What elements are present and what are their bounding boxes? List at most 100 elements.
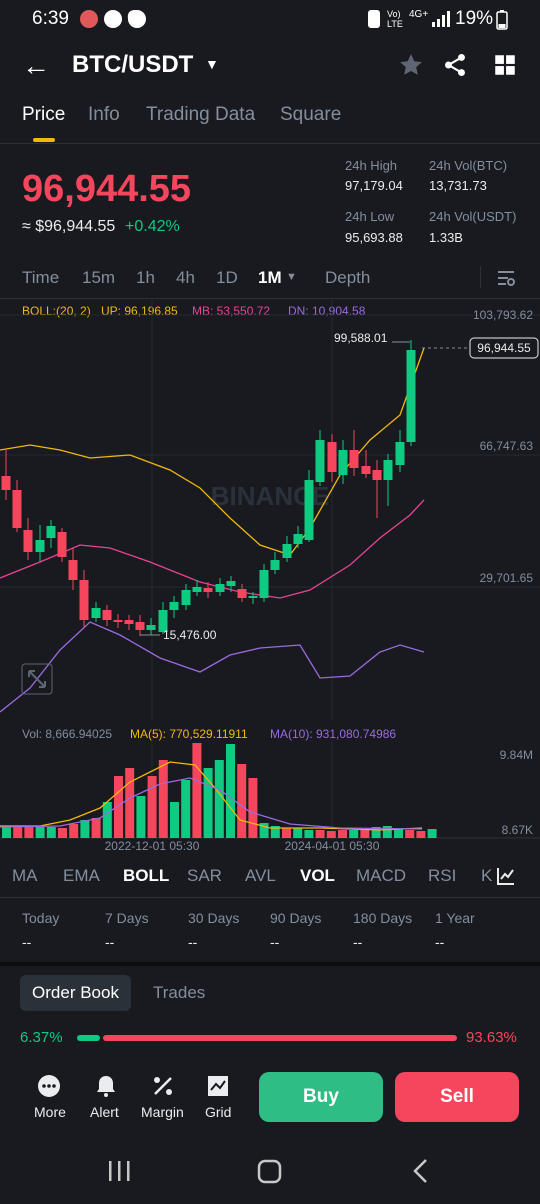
candle-body	[46, 526, 56, 538]
more-label: More	[34, 1104, 66, 1120]
grid-label: Grid	[205, 1104, 232, 1120]
indicator-rsi[interactable]: RSI	[428, 866, 457, 885]
volume-bar	[237, 764, 247, 838]
volume-chart[interactable]: 9.84M 8.67K 2022-12-01 05:30 2024-04-01 …	[0, 740, 540, 858]
candle-body	[282, 544, 292, 558]
price-change-percent: +0.42%	[125, 218, 180, 235]
indicator-vol[interactable]: VOL	[300, 866, 335, 885]
interval-1d[interactable]: 1D	[216, 268, 238, 287]
interval-time[interactable]: Time	[22, 268, 60, 287]
interval-4h[interactable]: 4h	[176, 268, 195, 287]
app-notification-icon	[104, 10, 122, 28]
grid-button[interactable]: Grid	[200, 1072, 240, 1128]
volume-bar	[46, 827, 56, 838]
tab-trading-data[interactable]: Trading Data	[146, 104, 256, 125]
perf-label: 30 Days	[188, 910, 240, 926]
candle-body	[327, 442, 337, 472]
grid-menu-icon[interactable]	[492, 52, 518, 78]
candles	[1, 340, 416, 636]
interval-depth[interactable]: Depth	[325, 268, 371, 287]
interval-15m[interactable]: 15m	[82, 268, 116, 287]
volume-bar	[102, 802, 112, 838]
vol-ma5: MA(5): 770,529.11911	[130, 727, 248, 741]
volume-bar	[91, 818, 101, 838]
chart-settings-icon[interactable]	[496, 269, 516, 287]
current-price-box	[469, 337, 539, 359]
indicator-ema[interactable]: EMA	[63, 866, 100, 885]
pair-dropdown-icon[interactable]: ▼	[205, 56, 219, 72]
volume-bar	[427, 829, 437, 838]
indicator-k[interactable]: K	[481, 866, 493, 885]
tab-trades[interactable]: Trades	[153, 983, 206, 1002]
bid-percent: 6.37%	[20, 1029, 63, 1046]
recent-apps-icon[interactable]	[106, 1158, 132, 1184]
divider	[0, 143, 540, 144]
volume-bar	[360, 829, 370, 838]
back-arrow-icon[interactable]: ←	[22, 50, 50, 81]
volume-bar	[192, 743, 202, 838]
margin-icon	[154, 1077, 172, 1095]
tab-square[interactable]: Square	[280, 104, 342, 125]
volume-bar	[2, 827, 11, 838]
price-axis-label: 66,747.63	[480, 439, 534, 453]
volume-bar	[13, 826, 23, 838]
candle-body	[215, 584, 225, 592]
battery-percent: 19%	[455, 8, 494, 29]
buy-button[interactable]: Buy	[259, 1072, 383, 1122]
volume-bar	[394, 829, 403, 838]
candle-body	[293, 534, 303, 544]
interval-1h[interactable]: 1h	[136, 268, 155, 287]
margin-button[interactable]: Margin	[140, 1072, 190, 1128]
interval-dropdown-icon[interactable]: ▼	[286, 271, 297, 283]
volume-bars	[2, 743, 437, 838]
candle-body	[237, 589, 247, 598]
volume-bar	[181, 780, 191, 838]
battery-icon	[496, 10, 508, 30]
volume-bar	[158, 760, 168, 838]
indicator-settings-icon[interactable]	[496, 866, 516, 886]
candle-body	[304, 480, 314, 540]
vol-value: Vol: 8,666.94025	[22, 727, 113, 741]
indicator-sar[interactable]: SAR	[187, 866, 222, 885]
indicator-bar: MA EMA BOLL SAR AVL VOL MACD RSI K	[0, 866, 540, 892]
volte-icon: Vo) LTE	[387, 9, 403, 29]
vol-ma10: MA(10): 931,080.74986	[270, 727, 397, 741]
pair-title[interactable]: BTC/USDT	[72, 51, 194, 78]
vol-btc-label: 24h Vol(BTC)	[429, 158, 508, 173]
back-nav-icon[interactable]	[408, 1158, 434, 1184]
indicator-avl[interactable]: AVL	[245, 866, 276, 885]
current-price-label: 96,944.55	[477, 341, 531, 355]
candle-body	[124, 620, 134, 624]
high-label: 24h High	[345, 158, 398, 173]
tab-price[interactable]: Price	[22, 104, 66, 125]
candlestick-chart[interactable]: BINANCE 99,588.01 15,476.00 96,944.55 10…	[0, 300, 540, 720]
home-icon[interactable]	[256, 1158, 284, 1186]
perf-label: 1 Year	[435, 910, 475, 926]
share-icon[interactable]	[442, 52, 468, 78]
tab-order-book[interactable]: Order Book	[20, 975, 131, 1011]
status-bar: 6:39 G Vo) LTE 4G+ 19%	[0, 0, 540, 38]
indicator-ma[interactable]: MA	[12, 866, 38, 885]
perf-value: --	[353, 934, 363, 950]
high-marker-label: 99,588.01	[334, 331, 388, 345]
candle-body	[169, 602, 179, 610]
chart-gridlines	[0, 300, 540, 720]
volume-bar	[315, 830, 325, 838]
candle-body	[68, 560, 78, 580]
star-icon[interactable]	[398, 52, 424, 78]
boll-line	[0, 347, 425, 556]
interval-1m[interactable]: 1M	[258, 268, 282, 287]
date-axis-label: 2024-04-01 05:30	[285, 839, 380, 853]
alarm-icon	[368, 10, 380, 28]
alert-button[interactable]: Alert	[86, 1072, 130, 1128]
candle-body	[372, 470, 382, 480]
candle-body	[102, 610, 112, 620]
candle-body	[395, 442, 405, 465]
tab-info[interactable]: Info	[88, 104, 120, 125]
sell-button[interactable]: Sell	[395, 1072, 519, 1122]
indicator-macd[interactable]: MACD	[356, 866, 407, 885]
ask-percent: 93.63%	[466, 1029, 517, 1046]
more-button[interactable]: More	[28, 1072, 72, 1128]
performance-row: Today 7 Days 30 Days 90 Days 180 Days 1 …	[0, 910, 540, 954]
indicator-boll[interactable]: BOLL	[123, 866, 170, 885]
